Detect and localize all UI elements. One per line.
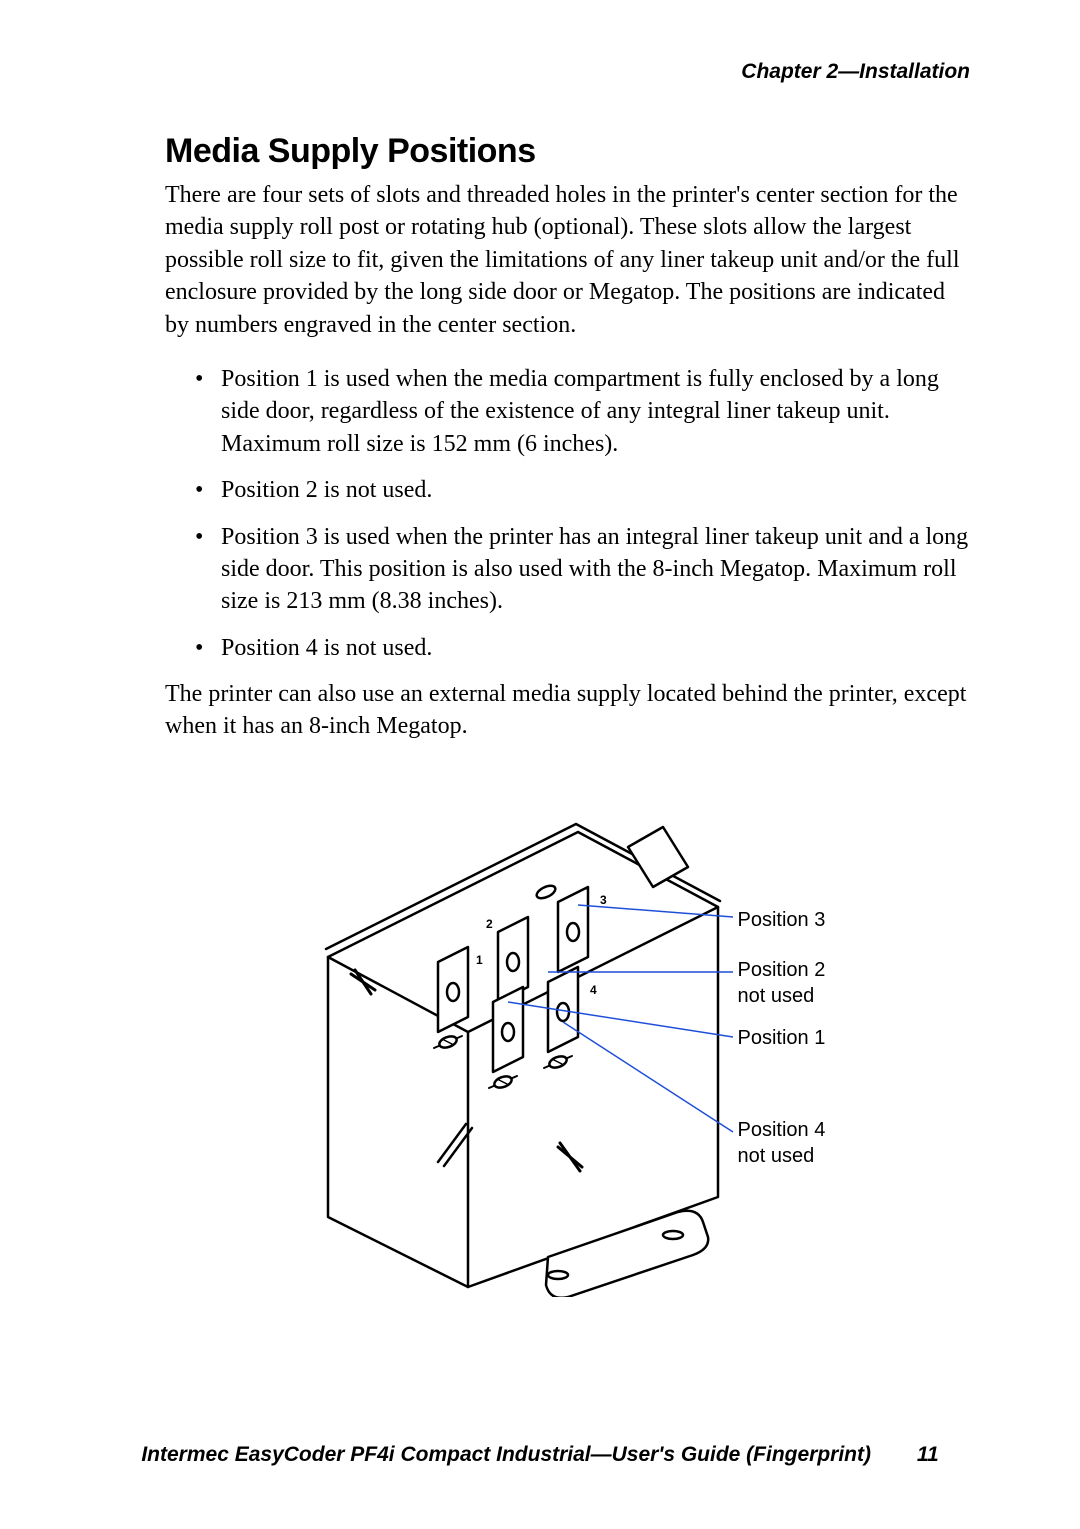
intro-paragraph: There are four sets of slots and threade… [165,179,970,341]
callout-position-3: Position 3 [738,907,826,933]
footer-text: Intermec EasyCoder PF4i Compact Industri… [141,1443,871,1466]
svg-text:4: 4 [590,983,597,997]
callout-position-1: Position 1 [738,1025,826,1051]
svg-text:2: 2 [486,917,493,931]
position-list: Position 1 is used when the media compar… [165,363,970,664]
list-item: Position 2 is not used. [195,474,970,506]
page-number: 11 [917,1443,939,1466]
list-item: Position 3 is used when the printer has … [195,521,970,618]
page-footer: Intermec EasyCoder PF4i Compact Industri… [0,1443,1080,1467]
section-title: Media Supply Positions [165,132,970,171]
svg-text:1: 1 [476,953,483,967]
page-content: Chapter 2—Installation Media Supply Posi… [0,0,1080,1297]
chapter-header: Chapter 2—Installation [165,60,970,84]
callout-position-4: Position 4 not used [738,1117,826,1169]
diagram-figure: 3 2 1 [248,767,888,1297]
list-item: Position 1 is used when the media compar… [195,363,970,460]
closing-paragraph: The printer can also use an external med… [165,678,970,743]
list-item: Position 4 is not used. [195,632,970,664]
callout-position-2: Position 2 not used [738,957,826,1009]
svg-text:3: 3 [600,893,607,907]
